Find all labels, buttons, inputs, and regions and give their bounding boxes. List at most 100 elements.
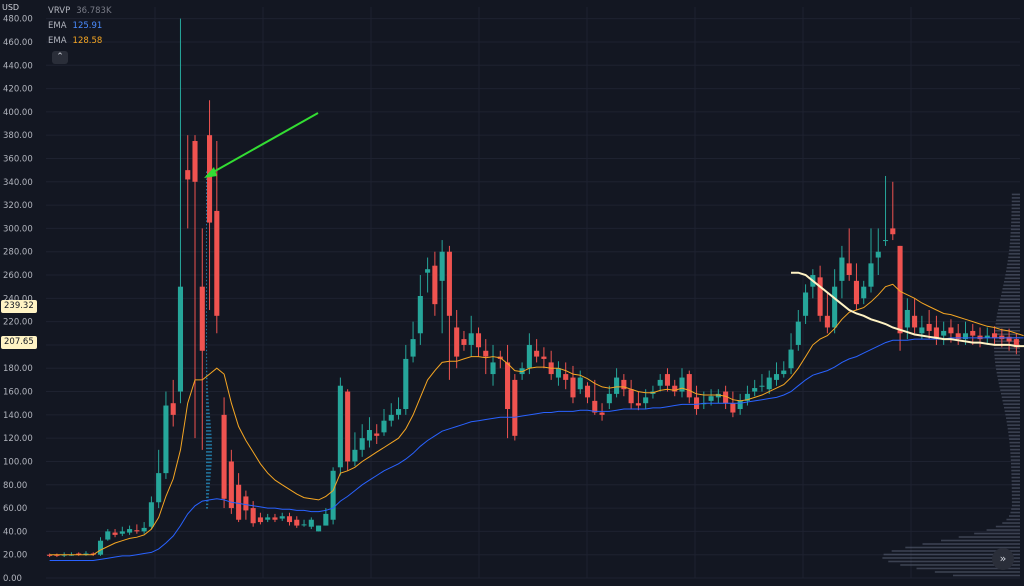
- candle-body: [933, 327, 939, 340]
- session-profile-bar: [206, 374, 208, 376]
- session-profile-bar: [206, 479, 211, 481]
- candle-body: [962, 333, 969, 340]
- volume-profile-bar: [916, 567, 1020, 570]
- volume-profile-bar: [1000, 392, 1020, 395]
- volume-profile-bar: [1008, 431, 1020, 433]
- session-profile-bar: [206, 468, 212, 471]
- session-profile-bar: [206, 381, 208, 383]
- candle-body: [323, 513, 329, 526]
- ema-slow-line: [49, 337, 1024, 561]
- session-profile-bar: [206, 262, 207, 264]
- candle-body: [992, 333, 998, 338]
- scroll-to-realtime-button[interactable]: »: [992, 548, 1014, 570]
- session-profile-bar: [206, 360, 208, 362]
- candle-body: [672, 385, 678, 392]
- volume-profile-bar: [1010, 225, 1020, 227]
- volume-profile-bar: [1006, 417, 1020, 419]
- session-profile-bar: [206, 398, 209, 401]
- volume-profile-bar: [1011, 200, 1020, 203]
- session-profile-bar: [206, 426, 211, 429]
- candle-body: [337, 385, 343, 468]
- volume-profile-bar: [1011, 490, 1020, 493]
- price-tag-level-2: 207.65: [1, 336, 37, 349]
- session-profile-bar: [206, 220, 207, 222]
- candle-body: [803, 292, 809, 316]
- y-tick-label: 140.00: [3, 411, 33, 421]
- candle-body: [584, 385, 591, 398]
- volume-profile-bar: [1002, 399, 1020, 402]
- volume-profile-bar: [986, 529, 1020, 531]
- candle-body: [345, 391, 351, 462]
- candle-body: [432, 265, 438, 305]
- volume-profile-bar: [905, 546, 1020, 549]
- y-tick-label: 240.00: [3, 294, 33, 304]
- volume-profile-bar: [1010, 455, 1020, 458]
- volume-profile-bar: [934, 571, 1020, 573]
- candle-body: [555, 368, 561, 378]
- arrow-shaft: [207, 112, 319, 176]
- session-profile-bar: [206, 433, 212, 436]
- volume-profile-bar: [994, 347, 1020, 350]
- session-profile-bar: [206, 185, 207, 187]
- legend-ema-1[interactable]: EMA 125.91: [48, 19, 112, 34]
- volume-profile-bar: [1009, 441, 1020, 444]
- candle-body: [177, 286, 184, 392]
- volume-profile-bar: [1011, 466, 1020, 468]
- candle-body: [919, 327, 925, 334]
- session-profile-bar: [206, 283, 208, 285]
- candle-body: [875, 251, 881, 258]
- volume-profile: [206, 171, 1020, 577]
- session-profile-bar: [206, 188, 207, 191]
- candle-body: [221, 414, 227, 499]
- volume-profile-bar: [1006, 518, 1020, 521]
- volume-profile-bar: [1011, 211, 1020, 213]
- volume-profile-bar: [953, 574, 1020, 577]
- session-profile-bar: [206, 388, 208, 390]
- candle-body: [773, 374, 780, 380]
- session-profile-bar: [206, 391, 209, 394]
- session-profile-bar: [206, 171, 207, 173]
- volume-profile-bar: [995, 361, 1020, 364]
- legend-ema-2[interactable]: EMA 128.58: [48, 34, 112, 49]
- volume-profile-bar: [1008, 515, 1020, 517]
- candle-body: [294, 519, 300, 526]
- session-profile-bar: [206, 349, 208, 352]
- legend-vrvp-value: 36.783K: [76, 6, 112, 16]
- candle-body: [657, 379, 663, 386]
- price-tag-level-1: 239.32: [1, 300, 37, 313]
- candle-body: [272, 517, 278, 520]
- volume-profile-bar: [1011, 487, 1020, 489]
- chevron-up-icon: ⌃: [56, 52, 64, 62]
- y-tick-label: 40.00: [3, 527, 27, 537]
- y-tick-label: 120.00: [3, 434, 33, 444]
- y-tick-label: 480.00: [3, 15, 33, 25]
- volume-profile-bar: [1010, 228, 1020, 231]
- volume-profile-bar: [1011, 504, 1020, 507]
- session-profile-bar: [206, 241, 207, 243]
- session-profile-bar: [206, 507, 209, 509]
- candle-body: [170, 403, 176, 415]
- session-profile-bar: [206, 255, 207, 257]
- candle-body: [824, 315, 830, 328]
- session-profile-bar: [206, 493, 210, 495]
- legend-ema-2-value: 128.58: [72, 36, 103, 46]
- volume-profile-bar: [997, 378, 1020, 381]
- candle-body: [446, 251, 452, 316]
- candle-body: [570, 377, 576, 398]
- candle-body: [483, 350, 489, 357]
- volume-profile-bar: [1000, 298, 1020, 301]
- volume-profile-bar: [1011, 497, 1020, 500]
- candle-body: [984, 335, 990, 338]
- legend-collapse-button[interactable]: ⌃: [52, 51, 68, 64]
- session-profile-bar: [206, 192, 207, 194]
- session-profile-bar: [206, 451, 212, 453]
- candle-body: [192, 141, 198, 182]
- session-profile-bar: [206, 363, 208, 366]
- legend-vrvp[interactable]: VRVP 36.783K: [48, 4, 112, 19]
- candle-body: [730, 403, 736, 413]
- session-profile-bar: [206, 195, 207, 198]
- y-tick-label: 300.00: [3, 224, 33, 234]
- candle-body: [999, 335, 1005, 340]
- y-tick-label: 100.00: [3, 457, 33, 467]
